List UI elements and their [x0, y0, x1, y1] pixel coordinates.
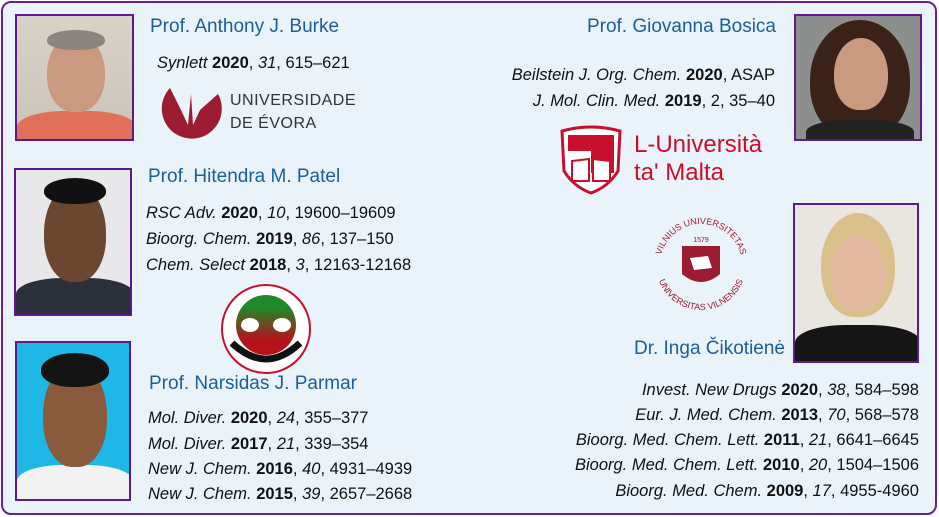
logo-university-of-malta: L-Università ta' Malta [558, 125, 778, 197]
citation: New J. Chem. 2016, 40, 4931–4939 [148, 460, 413, 478]
photo-bosica [794, 14, 922, 141]
photo-parmar [15, 341, 131, 501]
malta-crest-icon [560, 125, 622, 195]
vilnius-seal-icon: VILNIUS UNIVERSITETAS UNIVERSITAS VILNEN… [654, 216, 749, 312]
photo-cikotiene [793, 203, 919, 363]
logo-vilnius-university: VILNIUS UNIVERSITETAS UNIVERSITAS VILNEN… [646, 210, 756, 320]
svg-text:1579: 1579 [693, 237, 709, 244]
photo-patel [14, 168, 132, 316]
citation: Bioorg. Med. Chem. Lett. 2010, 20, 1504–… [574, 456, 919, 474]
citation: Bioorg. Chem. 2019, 86, 137–150 [146, 230, 394, 248]
name-parmar: Prof. Narsidas J. Parmar [149, 373, 357, 394]
svg-text:UNIVERSITAS VILNENSIS: UNIVERSITAS VILNENSIS [657, 277, 745, 312]
logo-sardar-patel-university [220, 283, 312, 375]
evora-bird-icon [161, 88, 222, 139]
citation: Beilstein J. Org. Chem. 2020, ASAP [511, 66, 775, 84]
name-patel: Prof. Hitendra M. Patel [148, 166, 341, 187]
citation: Eur. J. Med. Chem. 2013, 70, 568–578 [635, 406, 919, 424]
citation: Bioorg. Med. Chem. 2009, 17, 4955-4960 [615, 482, 919, 500]
name-bosica: Prof. Giovanna Bosica [586, 16, 776, 37]
citation: Bioorg. Med. Chem. Lett. 2011, 21, 6641–… [575, 431, 919, 449]
spu-seal-icon [221, 284, 311, 374]
citation: New J. Chem. 2015, 39, 2657–2668 [148, 485, 413, 503]
name-burke: Prof. Anthony J. Burke [150, 16, 340, 37]
photo-burke [15, 14, 134, 141]
citation: Mol. Diver. 2020, 24, 355–377 [148, 409, 369, 427]
citation: Chem. Select 2018, 3, 12163-12168 [146, 256, 412, 274]
citation: RSC Adv. 2020, 10, 19600–19609 [146, 204, 396, 222]
citation: J. Mol. Clin. Med. 2019, 2, 35–40 [532, 92, 775, 110]
citation: Synlett 2020, 31, 615–621 [157, 54, 350, 72]
citation: Invest. New Drugs 2020, 38, 584–598 [641, 381, 919, 399]
citation: Mol. Diver. 2017, 21, 339–354 [148, 435, 369, 453]
logo-universidade-de-evora: UNIVERSIDADE DE ÉVORA [160, 80, 360, 142]
name-cikotiene: Dr. Inga Čikotienė [633, 338, 785, 359]
